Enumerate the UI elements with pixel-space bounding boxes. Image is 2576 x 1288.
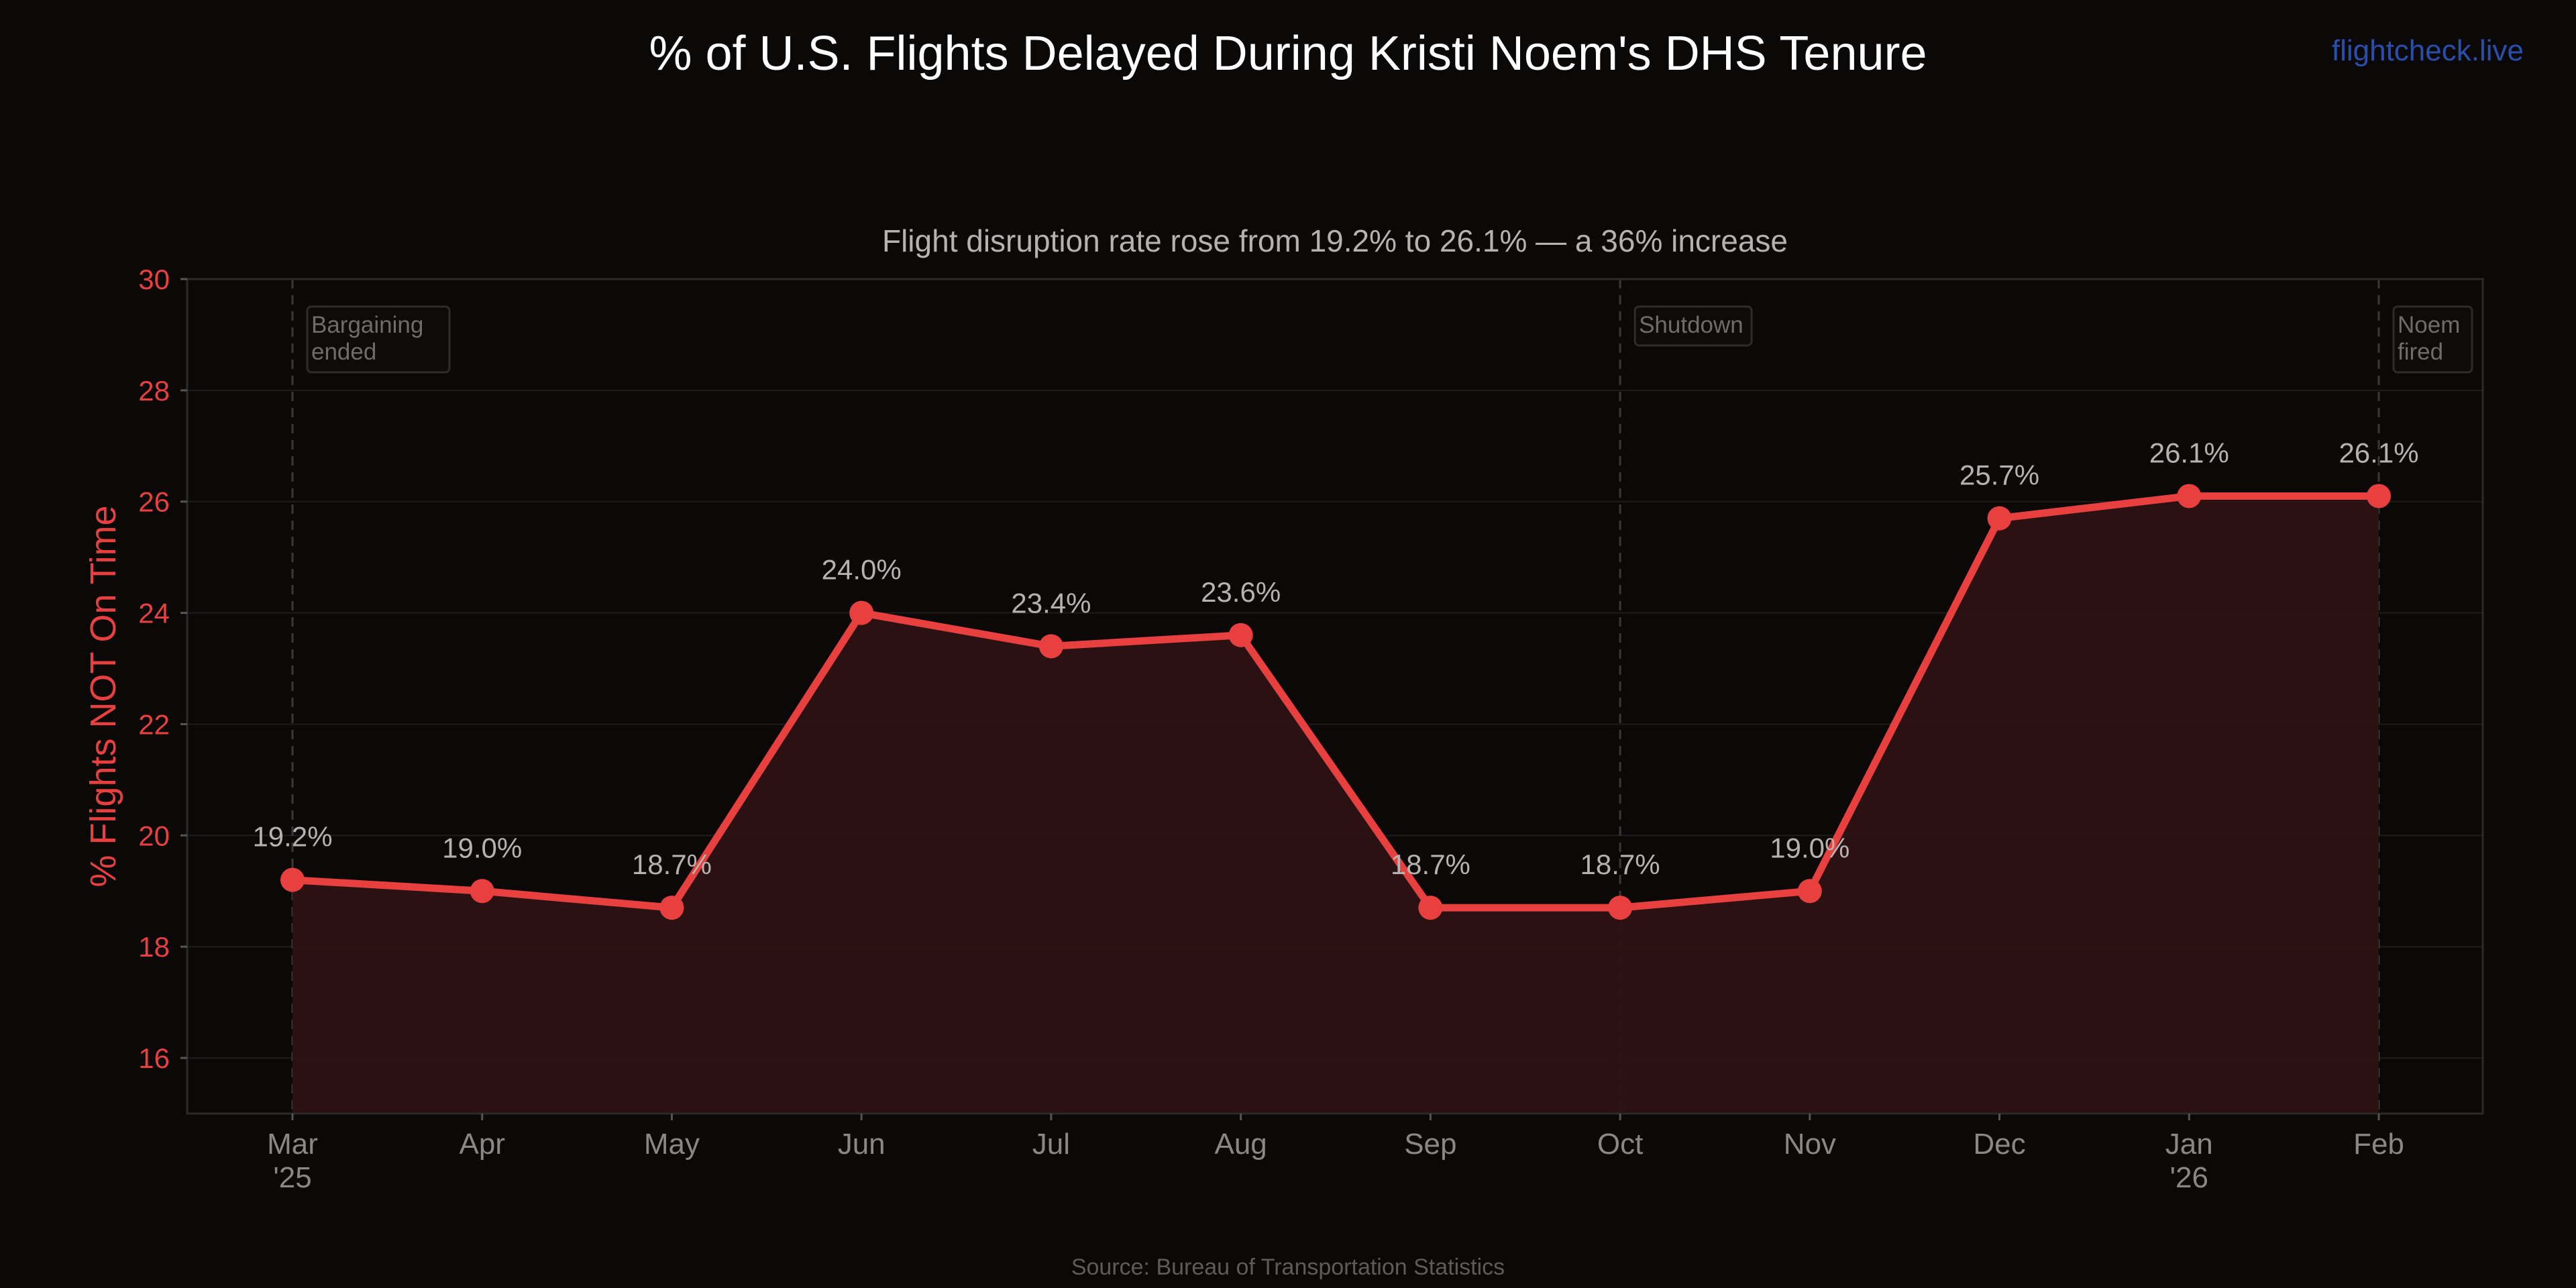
- annotation-box: [2392, 305, 2473, 374]
- x-tick-label: Sep: [1404, 1128, 1456, 1161]
- x-tick-label: Nov: [1784, 1128, 1836, 1161]
- x-tick-label: Oct: [1597, 1128, 1643, 1161]
- x-tick-year-label: '25: [273, 1161, 311, 1194]
- data-point: [280, 867, 305, 892]
- x-tick-label: Aug: [1214, 1128, 1267, 1161]
- data-point: [1228, 623, 1253, 647]
- series-line: [292, 492, 2379, 912]
- y-tick-label: 16: [138, 1042, 170, 1074]
- data-label: 26.1%: [2149, 437, 2229, 468]
- annotation-box: [1633, 305, 1753, 347]
- chart-title: % of U.S. Flights Delayed During Kristi …: [649, 27, 1927, 80]
- data-label: 18.7%: [632, 849, 712, 880]
- data-label: 24.0%: [822, 554, 902, 586]
- annotation-box: [306, 305, 451, 374]
- source-note: Source: Bureau of Transportation Statist…: [1071, 1254, 1505, 1280]
- y-tick-label: 18: [138, 931, 170, 963]
- data-point: [659, 896, 684, 920]
- data-label: 26.1%: [2339, 437, 2418, 468]
- data-point: [2177, 484, 2202, 508]
- area-fill: [292, 496, 2379, 1114]
- y-tick-label: 20: [138, 820, 170, 851]
- y-tick-label: 28: [138, 375, 170, 407]
- x-tick-label: Apr: [459, 1128, 504, 1161]
- x-tick-year-label: '26: [2170, 1161, 2208, 1194]
- data-label: 18.7%: [1580, 849, 1660, 880]
- x-tick-label: Jan: [2165, 1128, 2213, 1161]
- x-tick-label: Dec: [1973, 1128, 2025, 1161]
- data-point: [849, 600, 874, 625]
- data-label: 23.6%: [1201, 576, 1281, 608]
- data-point: [470, 879, 494, 904]
- data-point: [1038, 634, 1063, 659]
- data-label: 25.7%: [1960, 460, 2039, 491]
- data-label: 23.4%: [1011, 587, 1091, 619]
- data-point: [1797, 879, 1822, 904]
- data-point: [1418, 896, 1443, 920]
- data-point: [2367, 484, 2391, 508]
- data-label: 19.2%: [252, 821, 332, 853]
- data-point: [1987, 506, 2012, 531]
- plot-frame: [186, 278, 2484, 1115]
- x-tick-label: Mar: [267, 1128, 318, 1161]
- annotation-text: fired: [2398, 339, 2443, 365]
- y-tick-label: 22: [138, 708, 170, 740]
- y-tick-label: 24: [138, 598, 170, 629]
- x-tick-label: Jun: [838, 1128, 885, 1161]
- series: 19.2% 19.0% 18.7% 24.0% 23.4% 23.6% 18.7% 18.7%…: [252, 437, 2419, 1114]
- y-tick-label: 26: [138, 486, 170, 518]
- chart-subtitle: Flight disruption rate rose from 19.2% t…: [882, 223, 1788, 258]
- y-axis-label: % Flights NOT On Time: [83, 505, 123, 887]
- annotation-text: Shutdown: [1639, 312, 1743, 338]
- brand-link[interactable]: flightcheck.live: [2332, 34, 2524, 67]
- annotation-text: Noem: [2398, 312, 2460, 338]
- y-tick-label: 30: [138, 264, 170, 295]
- data-label: 19.0%: [1770, 832, 1849, 863]
- x-tick-label: May: [644, 1128, 700, 1161]
- data-label: 19.0%: [442, 832, 522, 863]
- annotation-text: Bargaining: [311, 312, 423, 338]
- annotation-text: ended: [311, 339, 376, 365]
- x-tick-label: Jul: [1032, 1128, 1070, 1161]
- axes: 16 18 20 22 24 26 28 30 Mar'25 Apr May Jun Jul Aug Sep…: [138, 264, 2404, 1194]
- data-label: 18.7%: [1391, 849, 1470, 880]
- data-point: [1608, 896, 1633, 920]
- x-tick-label: Feb: [2353, 1128, 2404, 1161]
